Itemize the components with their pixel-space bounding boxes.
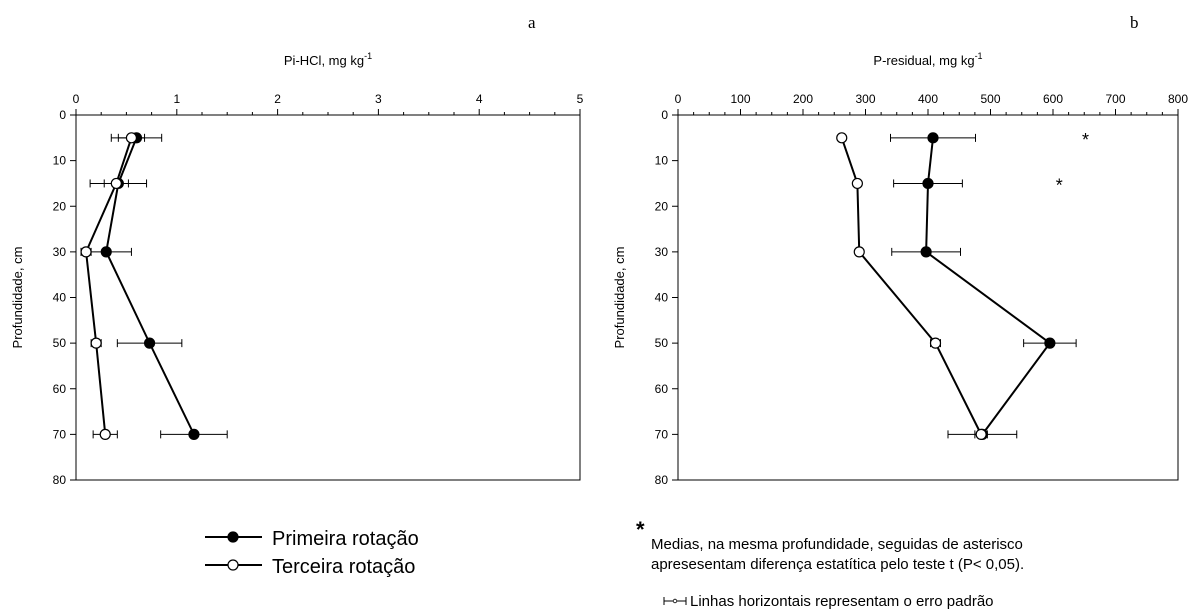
x-tick-label: 500 (980, 92, 1000, 106)
x-axis-title-superscript: -1 (364, 51, 372, 61)
y-tick-label: 70 (655, 427, 669, 441)
legend-item-primeira: Primeira rotação (205, 528, 419, 550)
significance-asterisk: * (1082, 130, 1089, 150)
y-tick-label: 70 (53, 427, 67, 441)
x-tick-label: 400 (918, 92, 938, 106)
data-point-filled (100, 246, 112, 258)
y-tick-label: 40 (655, 291, 669, 305)
x-tick-label: 300 (855, 92, 875, 106)
plot-frame (677, 114, 1179, 481)
y-tick-label: 50 (53, 336, 67, 350)
y-tick-label: 60 (53, 382, 67, 396)
errorbar-legend-icon (663, 597, 687, 605)
x-tick-label: 1 (173, 92, 180, 106)
legend-label-terceira: Terceira rotação (272, 556, 415, 578)
data-point-filled (143, 337, 156, 349)
series-line (925, 137, 1052, 435)
x-tick-label: 700 (1105, 92, 1125, 106)
x-tick-label: 0 (73, 92, 80, 106)
data-point-filled (927, 132, 939, 144)
data-point-open (836, 132, 848, 144)
x-tick-label: 4 (476, 92, 483, 106)
legend-item-terceira: Terceira rotação (205, 556, 415, 578)
y-axis-title: Profundidade, cm (10, 247, 25, 349)
data-point-filled (1044, 337, 1056, 349)
data-point-filled (920, 246, 932, 258)
x-tick-label: 600 (1043, 92, 1063, 106)
data-point-open (80, 246, 92, 258)
data-point-open (929, 337, 942, 349)
data-point-open (125, 132, 138, 144)
x-tick-label: 800 (1168, 92, 1188, 106)
plot-frame (75, 114, 581, 481)
data-point-filled (188, 428, 200, 440)
x-axis-title: Pi-HCl, mg kg-1 (284, 51, 372, 68)
x-tick-label: 0 (675, 92, 682, 106)
x-tick-label: 3 (375, 92, 382, 106)
x-axis-title: P-residual, mg kg-1 (873, 51, 982, 68)
notes: * Medias, na mesma profundidade, seguida… (636, 517, 1024, 610)
significance-asterisk: * (1056, 175, 1063, 195)
x-tick-label: 2 (274, 92, 281, 106)
note-errorbar: Linhas horizontais representam o erro pa… (690, 593, 994, 610)
y-tick-label: 30 (53, 245, 67, 259)
data-point-open (90, 337, 102, 349)
data-point-open (110, 177, 122, 190)
note-asterisk-line2: apresesentam diferença estatítica pelo t… (651, 556, 1024, 573)
series-line (85, 137, 133, 435)
data-point-filled (922, 177, 934, 190)
y-tick-label: 10 (655, 154, 669, 168)
y-tick-label: 60 (655, 382, 669, 396)
note-asterisk: * (636, 517, 645, 542)
y-tick-label: 0 (59, 108, 66, 122)
x-tick-label: 200 (793, 92, 813, 106)
y-tick-label: 20 (53, 199, 67, 213)
y-axis-title: Profundidade, cm (612, 247, 627, 349)
legend-marker-filled (227, 531, 239, 543)
y-tick-label: 80 (53, 473, 67, 487)
x-tick-label: 5 (577, 92, 584, 106)
y-tick-label: 20 (655, 199, 669, 213)
y-tick-label: 80 (655, 473, 669, 487)
y-tick-label: 50 (655, 336, 669, 350)
series-legend: Primeira rotação Terceira rotação (205, 528, 419, 578)
data-point-open (851, 177, 863, 190)
legend-label-primeira: Primeira rotação (272, 528, 419, 550)
panel-letter: a (528, 13, 536, 32)
panel-letter: b (1130, 13, 1139, 32)
legend-marker-open (227, 559, 239, 571)
y-tick-label: 10 (53, 154, 67, 168)
x-tick-label: 100 (730, 92, 750, 106)
y-tick-label: 30 (655, 245, 669, 259)
data-point-open (853, 246, 865, 258)
data-point-open (975, 428, 987, 440)
y-tick-label: 40 (53, 291, 67, 305)
data-point-open (99, 428, 111, 440)
note-asterisk-line1: Medias, na mesma profundidade, seguidas … (651, 536, 1023, 553)
x-axis-title-superscript: -1 (975, 51, 983, 61)
y-tick-label: 0 (661, 108, 668, 122)
